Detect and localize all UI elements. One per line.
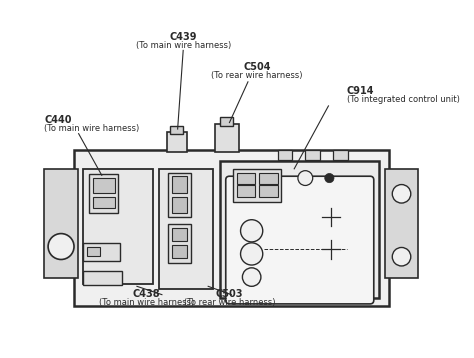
Bar (278, 150, 292, 160)
Bar (89, 174, 118, 213)
Circle shape (298, 171, 313, 185)
Circle shape (242, 268, 261, 286)
Bar (233, 169, 281, 202)
Text: (To rear wire harness): (To rear wire harness) (211, 71, 303, 80)
Bar (172, 228, 187, 241)
Bar (170, 126, 183, 134)
Text: (To main wire harness): (To main wire harness) (45, 125, 140, 134)
FancyBboxPatch shape (226, 176, 374, 304)
Circle shape (392, 185, 411, 203)
Bar (215, 125, 239, 152)
Text: (To main wire harness): (To main wire harness) (136, 41, 231, 50)
Circle shape (240, 243, 263, 265)
Bar (385, 169, 418, 278)
Bar (168, 173, 191, 217)
Text: C504: C504 (244, 62, 271, 72)
Circle shape (392, 247, 411, 266)
Bar (83, 271, 122, 285)
Text: C503: C503 (216, 289, 243, 299)
Bar (83, 169, 153, 285)
Text: C439: C439 (169, 32, 197, 42)
Text: C438: C438 (132, 289, 160, 299)
Bar (172, 176, 187, 193)
Text: (To main wire harness): (To main wire harness) (99, 298, 194, 308)
Bar (305, 150, 320, 160)
Bar (159, 169, 213, 289)
Bar (92, 178, 115, 193)
Circle shape (325, 173, 334, 183)
Text: C914: C914 (347, 86, 374, 96)
Text: C440: C440 (45, 115, 72, 125)
Text: (To integrated control unit): (To integrated control unit) (347, 95, 460, 104)
Bar (172, 245, 187, 258)
Bar (220, 117, 233, 126)
Bar (45, 169, 78, 278)
Circle shape (48, 233, 74, 260)
Text: (To rear wire harness): (To rear wire harness) (184, 298, 275, 308)
Bar (259, 173, 278, 184)
Bar (237, 185, 255, 197)
Bar (168, 224, 191, 263)
Bar (83, 243, 120, 261)
Bar (259, 185, 278, 197)
Bar (87, 247, 100, 256)
Bar (220, 161, 379, 298)
Bar (92, 197, 115, 208)
Bar (237, 173, 255, 184)
Circle shape (240, 220, 263, 242)
Bar (333, 150, 348, 160)
Bar (74, 150, 389, 306)
Bar (172, 197, 187, 213)
Bar (166, 132, 187, 152)
